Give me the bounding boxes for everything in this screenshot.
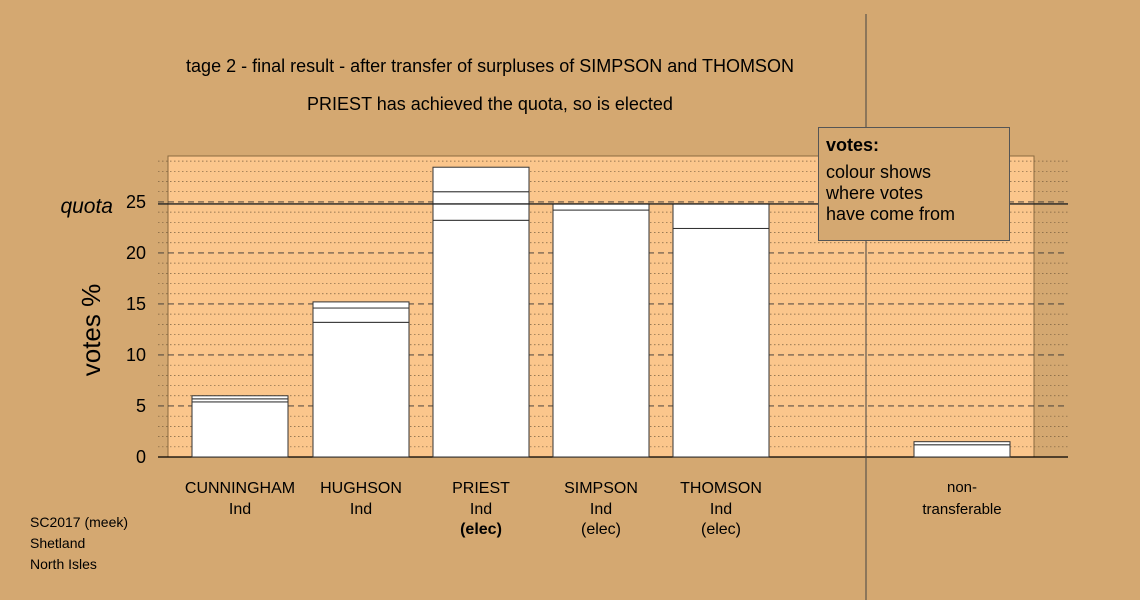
footer-info: SC2017 (meek) Shetland North Isles: [30, 512, 128, 575]
legend-line: where votes: [826, 183, 924, 203]
legend: votes: colour shows where votes have com…: [818, 127, 1010, 241]
y-tick-label: 25: [126, 192, 146, 212]
bar-segment: [672, 203, 770, 229]
y-tick-label: 0: [136, 447, 146, 467]
bar-segment: [312, 321, 410, 458]
candidate-name-label: SIMPSON: [564, 480, 638, 497]
candidate-status-label: (elec): [460, 521, 502, 538]
candidate-party-label: Ind: [710, 501, 732, 518]
y-tick-label: 15: [126, 294, 146, 314]
y-tick-label: 5: [136, 396, 146, 416]
bar-segment: [552, 209, 650, 458]
candidate-name-label: THOMSON: [680, 480, 762, 497]
y-tick-label: 20: [126, 243, 146, 263]
candidate-party-label: Ind: [590, 501, 612, 518]
nontransferable-label: transferable: [922, 501, 1001, 518]
y-tick-label: 10: [126, 345, 146, 365]
bar-segment: [191, 395, 289, 400]
bar-segment: [432, 219, 530, 458]
bar-segment: [432, 166, 530, 193]
legend-line: colour shows: [826, 162, 932, 182]
chart-title: tage 2 - final result - after transfer o…: [186, 56, 794, 76]
bar-segment: [672, 227, 770, 458]
candidate-name-label: PRIEST: [452, 480, 510, 497]
candidate-party-label: Ind: [470, 501, 492, 518]
y-axis-label: votes %: [76, 284, 106, 377]
bar-segment: [552, 203, 650, 211]
bar-segment: [191, 401, 289, 458]
nontransferable-bar-segment: [913, 444, 1011, 458]
candidate-party-label: Ind: [350, 501, 372, 518]
quota-label: quota: [60, 195, 113, 218]
candidate-name-label: CUNNINGHAM: [185, 480, 295, 497]
nontransferable-bar-segment: [913, 441, 1011, 446]
nontransferable-label: non-: [947, 479, 977, 496]
bar-segment: [312, 307, 410, 323]
footer-line: North Isles: [30, 556, 97, 572]
candidate-name-label: HUGHSON: [320, 480, 402, 497]
footer-line: SC2017 (meek): [30, 514, 129, 530]
bar-segment: [432, 191, 530, 221]
legend-title: votes:: [826, 135, 880, 155]
footer-line: Shetland: [30, 535, 86, 551]
candidate-party-label: Ind: [229, 501, 251, 518]
candidate-status-label: (elec): [581, 521, 621, 538]
legend-line: have come from: [826, 204, 956, 224]
bar-segment: [312, 301, 410, 309]
chart-subtitle: PRIEST has achieved the quota, so is ele…: [307, 94, 673, 114]
candidate-status-label: (elec): [701, 521, 741, 538]
